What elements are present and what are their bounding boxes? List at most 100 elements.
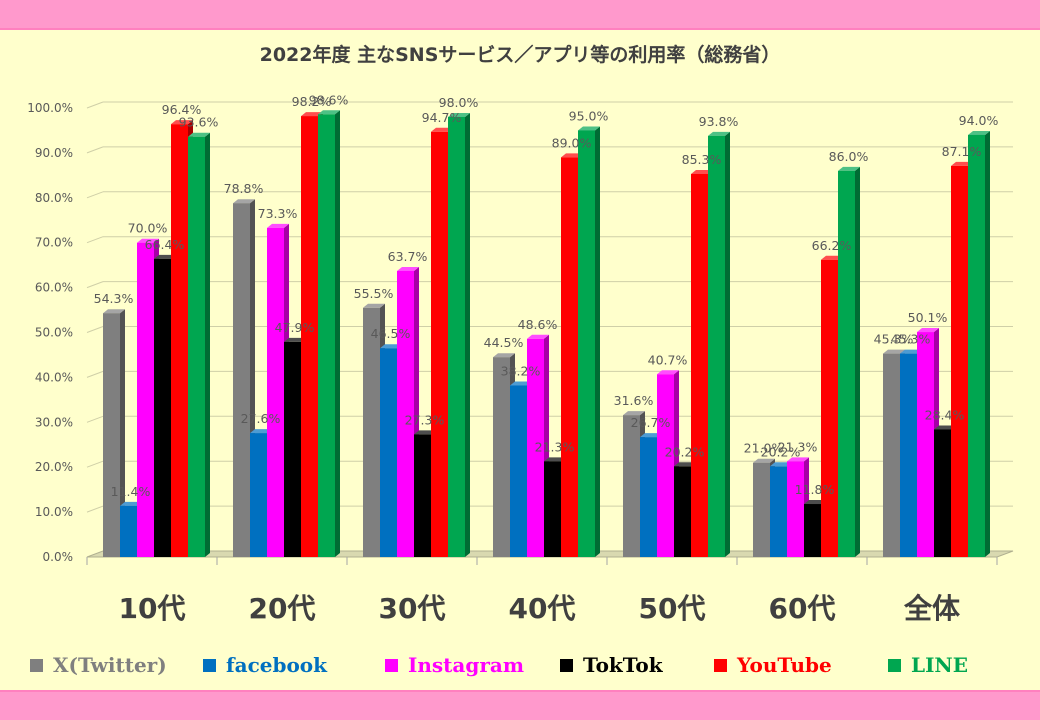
bar-top: [770, 462, 792, 467]
bar-side: [205, 132, 210, 557]
bar: [103, 313, 120, 557]
data-label: 85.3%: [682, 152, 722, 167]
gridline: [86, 370, 104, 378]
bar-top: [691, 170, 713, 175]
bar-top: [137, 238, 159, 243]
y-tick-label: 30.0%: [35, 415, 73, 429]
data-label: 66.4%: [145, 237, 185, 252]
bar-top: [968, 130, 990, 135]
data-label: 11.4%: [111, 484, 151, 499]
bar-top: [414, 430, 436, 435]
bar: [250, 433, 267, 557]
bar: [154, 258, 171, 557]
x-tick-label: 10代: [119, 592, 186, 625]
x-tick-label: 60代: [769, 592, 836, 625]
legend-item: X(Twitter): [30, 652, 167, 678]
bar-top: [674, 462, 696, 467]
bar: [561, 157, 578, 557]
bar: [188, 136, 205, 557]
legend-label: Instagram: [408, 653, 524, 677]
y-tick-label: 90.0%: [35, 146, 73, 160]
bar-top: [120, 501, 142, 506]
bar-top: [934, 425, 956, 430]
legend-label: X(Twitter): [53, 653, 167, 677]
bar-top: [544, 457, 566, 462]
data-label: 45.3%: [874, 332, 914, 347]
data-label: 95.0%: [569, 108, 609, 123]
gridline: [86, 326, 104, 333]
bar-top: [951, 161, 973, 166]
bar: [397, 270, 414, 557]
bar-top: [510, 381, 532, 386]
bar-top: [821, 255, 843, 260]
bar: [640, 437, 657, 557]
bar-top: [188, 132, 210, 137]
gridline: [86, 460, 104, 468]
bar: [674, 466, 691, 557]
bar: [267, 227, 284, 557]
data-label: 20.2%: [665, 444, 705, 459]
data-label: 11.8%: [795, 482, 835, 497]
bar-top: [318, 110, 340, 115]
data-label: 63.7%: [388, 249, 428, 264]
gridline: [86, 146, 104, 154]
bar: [951, 165, 968, 557]
x-tick-label: 50代: [639, 592, 706, 625]
bar-side: [985, 130, 990, 557]
y-tick-label: 70.0%: [35, 236, 73, 250]
bar-side: [120, 309, 125, 557]
legend-swatch: [888, 658, 901, 672]
bar-top: [578, 126, 600, 131]
bar: [770, 466, 787, 557]
data-label: 87.1%: [942, 144, 982, 159]
bar: [233, 203, 250, 558]
data-label: 70.0%: [128, 221, 168, 236]
bar-side: [855, 166, 860, 558]
data-label: 21.3%: [778, 439, 818, 454]
bar-top: [171, 120, 193, 125]
bar: [301, 116, 318, 557]
legend-label: facebook: [226, 653, 327, 677]
bar: [318, 114, 335, 557]
data-label: 98.2%: [292, 94, 332, 109]
data-label: 27.3%: [405, 412, 445, 427]
data-label: 98.0%: [439, 95, 479, 110]
data-label: 66.2%: [812, 238, 852, 253]
bar-top: [431, 127, 453, 132]
bar: [934, 429, 951, 557]
legend-swatch: [385, 658, 398, 672]
legend-swatch: [30, 658, 43, 672]
gridline: [86, 505, 104, 513]
data-label: 45.3%: [891, 332, 931, 347]
y-tick-label: 60.0%: [35, 281, 73, 295]
data-label: 89.0%: [552, 135, 592, 150]
legend-item: Instagram: [385, 652, 524, 678]
bar-top: [380, 344, 402, 349]
data-label: 54.3%: [94, 291, 134, 306]
bar: [804, 504, 821, 557]
bar: [623, 415, 640, 557]
data-label: 94.0%: [959, 113, 999, 128]
bar: [171, 124, 188, 557]
legend-item: YouTube: [714, 652, 832, 678]
bar: [510, 385, 527, 557]
bar-top: [657, 370, 679, 375]
legend-swatch: [714, 658, 727, 672]
legend-label: LINE: [911, 653, 968, 677]
y-tick-label: 20.0%: [35, 460, 73, 474]
bar-top: [623, 411, 645, 416]
bar: [414, 434, 431, 557]
gridline: [86, 191, 104, 199]
bar: [900, 353, 917, 557]
bar-top: [561, 153, 583, 158]
bar: [493, 357, 510, 557]
bar: [917, 332, 934, 557]
bar-top: [397, 266, 419, 271]
gridline: [86, 415, 104, 423]
bar: [544, 461, 561, 557]
bar-top: [267, 223, 289, 228]
legend-item: TokTok: [560, 652, 663, 678]
bar-top: [284, 337, 306, 342]
bar: [968, 134, 985, 557]
bar: [883, 353, 900, 557]
